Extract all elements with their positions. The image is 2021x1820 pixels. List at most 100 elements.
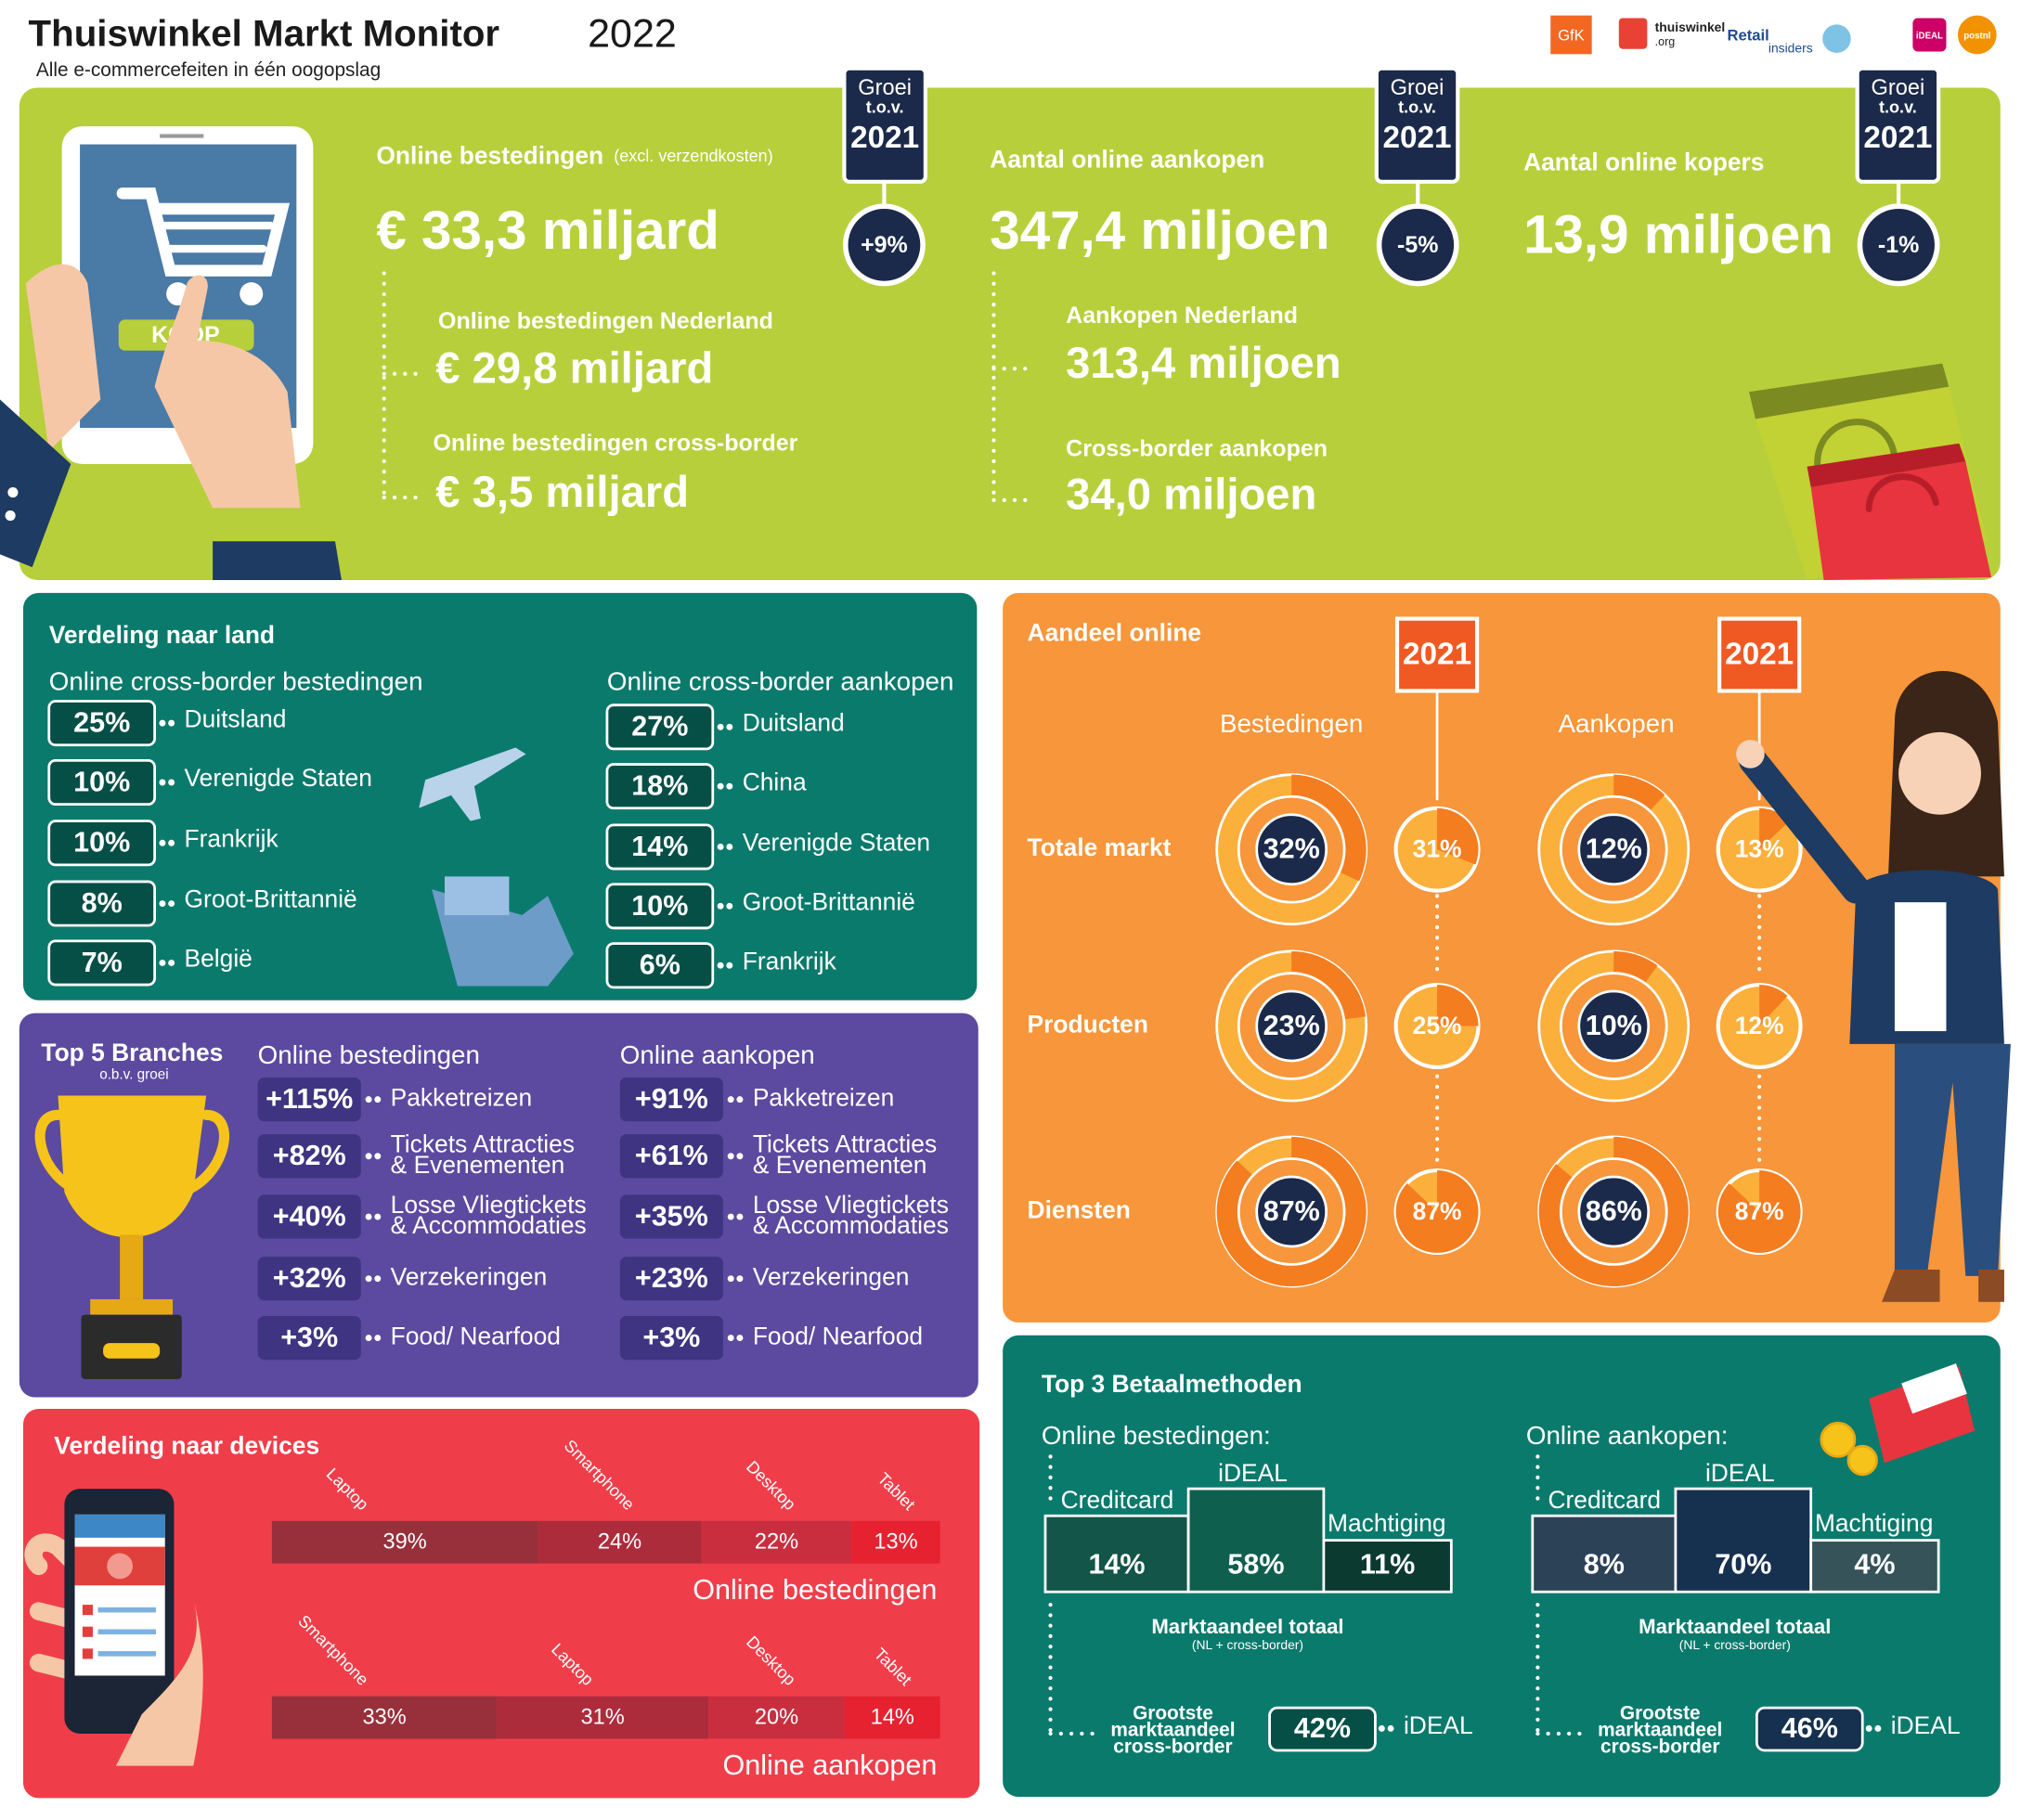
share: 7%: [82, 947, 123, 978]
bullet: [726, 782, 733, 790]
bullet: [727, 1213, 734, 1220]
trophy-stem: [120, 1234, 144, 1299]
share-label: 25%: [1413, 1012, 1462, 1039]
share-label: 86%: [1586, 1195, 1642, 1227]
bullet: [717, 902, 724, 910]
donut-center: [1577, 813, 1651, 886]
largest-box: [1755, 1706, 1864, 1752]
button-dot: [5, 510, 16, 522]
year-label: 2021: [1403, 638, 1471, 672]
breakdown-value: € 3,5 miljard: [435, 468, 689, 517]
method-name: Creditcard: [1061, 1486, 1174, 1514]
hand: [25, 264, 101, 452]
hand: [1736, 740, 1765, 768]
panel-share: [1003, 592, 2001, 1323]
growth-title: Groei: [1391, 76, 1444, 100]
share-label: 31%: [1413, 835, 1462, 863]
growth-value: -5%: [1397, 232, 1438, 258]
growth-box: [619, 1257, 723, 1301]
bullet: [365, 1153, 372, 1160]
breakdown-label: Online bestedingen cross-border: [434, 431, 798, 457]
growth-circle: [843, 203, 926, 287]
section-title: Top 5 Branches: [41, 1039, 223, 1066]
phone-list-line: [97, 1629, 156, 1635]
share-box: [605, 763, 715, 810]
growth-circle: [1857, 203, 1940, 287]
bullet: [374, 1153, 382, 1160]
share-label: 10%: [1586, 1010, 1642, 1041]
column-heading: Aankopen: [1559, 709, 1675, 738]
phone-list-icon: [82, 1648, 93, 1659]
branch: & Evenementen: [391, 1151, 565, 1179]
branch: & Accommodaties: [753, 1211, 949, 1239]
branch: Pakketreizen: [753, 1084, 894, 1112]
growth-circle: [1376, 203, 1459, 287]
country: Groot-Brittannië: [185, 885, 357, 913]
growth-sub: t.o.v.: [1398, 97, 1436, 116]
market-title: Marktaandeel totaal: [1639, 1615, 1831, 1638]
bullet: [365, 1275, 372, 1283]
growth-box: [619, 1078, 723, 1122]
share-label: 87%: [1413, 1197, 1462, 1225]
growth-box: [257, 1257, 361, 1301]
country: Duitsland: [743, 708, 845, 736]
device-share: 14%: [871, 1706, 914, 1730]
bullet: [727, 1096, 734, 1104]
bullet: [736, 1096, 744, 1104]
panel-payments: [1003, 1335, 2001, 1798]
breakdown-value: € 29,8 miljard: [435, 343, 713, 393]
phone-list-icon: [82, 1626, 93, 1637]
bullet: [726, 902, 733, 910]
donut-center: [1255, 813, 1328, 886]
card: [1901, 1363, 1967, 1414]
device-bar: [538, 1520, 702, 1564]
device-bar: [844, 1696, 940, 1739]
logo: iDEAL: [1916, 31, 1943, 41]
column-heading: Online bestedingen:: [1042, 1421, 1271, 1450]
method-name: Creditcard: [1548, 1486, 1661, 1514]
share-label: 87%: [1263, 1195, 1320, 1227]
growth-value: -1%: [1878, 232, 1919, 258]
share-box: [605, 942, 715, 989]
hand: [154, 275, 301, 509]
section-title: Top 3 Betaalmethoden: [1042, 1370, 1302, 1398]
logo: .org: [1655, 35, 1676, 48]
method-share: 58%: [1227, 1548, 1284, 1580]
share: 6%: [640, 949, 680, 981]
method-bar: [1809, 1539, 1940, 1594]
share-box: [47, 820, 156, 867]
bullet: [374, 1275, 382, 1283]
method-share: 14%: [1088, 1548, 1145, 1580]
bag-handle: [1814, 419, 1898, 468]
bag: [1810, 461, 1992, 580]
phone-list-line: [97, 1651, 156, 1657]
arm: [1738, 746, 1871, 904]
device-share: 22%: [755, 1530, 798, 1555]
logo: insiders: [1768, 40, 1813, 55]
share-box: [47, 939, 156, 987]
growth: +23%: [635, 1262, 708, 1294]
shirt: [1894, 902, 1947, 1032]
bullet: [159, 959, 166, 966]
donut-center: [1255, 1175, 1328, 1248]
bullet: [726, 962, 733, 969]
growth: +3%: [642, 1322, 700, 1353]
share: 27%: [631, 711, 688, 742]
bullet: [736, 1275, 744, 1283]
column-heading: Online bestedingen: [258, 1040, 480, 1069]
bullet: [736, 1153, 744, 1160]
growth-box: [257, 1078, 361, 1122]
jeans: [1894, 1043, 2011, 1276]
share-box: [47, 700, 156, 747]
method-bar: [1322, 1539, 1453, 1594]
column-heading: Online cross-border aankopen: [607, 666, 953, 695]
logo-mark: [1822, 24, 1851, 53]
bag-handle: [1865, 473, 1939, 513]
growth-title: Groei: [858, 76, 912, 100]
bullet: [726, 843, 733, 850]
method-share: 70%: [1715, 1548, 1771, 1580]
device-share: 39%: [383, 1530, 427, 1555]
bullet: [159, 719, 166, 727]
bar-caption: Online aankopen: [723, 1749, 938, 1781]
bullet: [374, 1213, 382, 1220]
